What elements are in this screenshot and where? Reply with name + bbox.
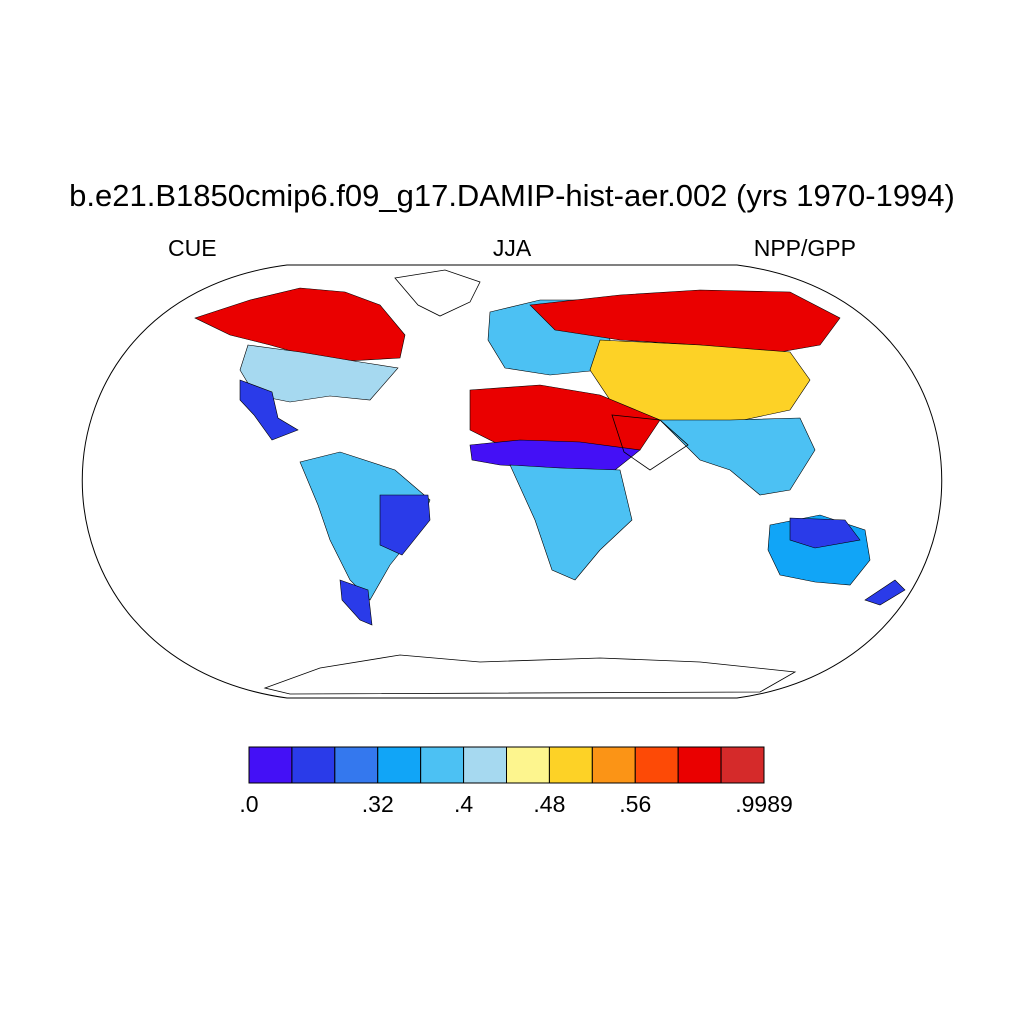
land-region [529, 289, 841, 353]
land-region [379, 494, 431, 556]
land-region [239, 379, 299, 441]
coastline-outline [611, 414, 689, 471]
colorbar-tick-label: .9989 [735, 791, 793, 817]
land-region [509, 464, 633, 581]
land-region [339, 579, 373, 626]
colorbar-swatch [463, 746, 508, 784]
land-region [789, 517, 861, 549]
colorbar-swatch [548, 746, 593, 784]
colorbar-tick-label: .56 [619, 791, 652, 817]
land-region [589, 339, 811, 426]
colorbar-tick-label: .4 [453, 791, 474, 817]
land-region [299, 451, 431, 601]
colorbar-swatch [334, 746, 379, 784]
colorbar-swatch [377, 746, 422, 784]
colorbar-tick-label: .32 [361, 791, 394, 817]
colorbar-swatch [506, 746, 550, 784]
land-region [194, 287, 406, 363]
colorbar-swatch [720, 746, 765, 784]
subtitle-left: CUE [168, 235, 217, 261]
colorbar-swatch [677, 746, 722, 784]
page-title: b.e21.B1850cmip6.f09_g17.DAMIP-hist-aer.… [69, 178, 955, 213]
colorbar [248, 746, 765, 784]
subtitle-right: NPP/GPP [753, 235, 856, 261]
land-layer [194, 269, 906, 695]
map-border [81, 264, 943, 699]
colorbar-swatch [591, 746, 636, 784]
land-region [659, 417, 816, 496]
colorbar-swatch [291, 746, 336, 784]
coastline-outline [263, 654, 797, 695]
colorbar-swatch [248, 746, 293, 784]
land-region [864, 579, 906, 606]
colorbar-swatch [634, 746, 679, 784]
colorbar-tick-label: .48 [533, 791, 566, 817]
coastline-outline [394, 269, 481, 317]
colorbar-swatch [420, 746, 465, 784]
subtitle-center: JJA [492, 235, 532, 261]
colorbar-tick-label: .0 [239, 791, 259, 817]
